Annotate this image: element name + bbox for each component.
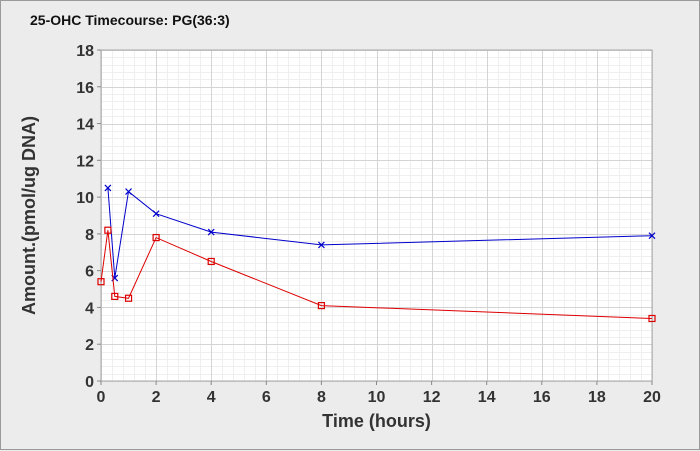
y-tick-label: 0: [85, 374, 94, 391]
x-tick-label: 6: [262, 389, 271, 406]
x-tick-label: 2: [152, 389, 161, 406]
x-tick-label: 16: [533, 389, 551, 406]
y-tick-label: 4: [85, 300, 94, 317]
data-point: [317, 302, 325, 310]
data-point: [97, 278, 105, 286]
x-axis-ticks: 0 2 4 6 8 10 12 14 16 18 20: [97, 381, 661, 406]
data-point: [207, 257, 215, 266]
marker-stroke: [104, 184, 112, 192]
data-point: [648, 314, 656, 323]
x-tick-label: 14: [478, 389, 496, 406]
x-tick-label: 12: [423, 389, 441, 406]
x-tick-label: 8: [317, 389, 326, 406]
data-point: [648, 232, 656, 240]
marker-stroke: [125, 188, 132, 196]
x-tick-label: 0: [97, 389, 106, 406]
series-line: [100, 230, 653, 319]
series-2: [97, 226, 656, 323]
y-axis-title: Amount.(pmol/ug DNA): [19, 116, 39, 315]
data-point: [104, 184, 112, 192]
data-point: [317, 241, 325, 249]
data-point: [207, 228, 215, 236]
data-point: [111, 292, 119, 301]
data-point: [152, 233, 160, 242]
y-tick-label: 2: [85, 337, 94, 354]
chart-title: 25-OHC Timecourse: PG(36:3): [30, 12, 230, 28]
series-layer: [97, 184, 656, 323]
data-point: [104, 226, 112, 234]
marker-stroke: [648, 232, 656, 240]
marker-stroke: [207, 228, 215, 236]
y-tick-label: 8: [85, 227, 94, 244]
x-tick-label: 10: [368, 389, 386, 406]
y-tick-label: 16: [76, 80, 94, 97]
y-tick-label: 6: [85, 264, 94, 281]
x-tick-label: 4: [207, 389, 216, 406]
marker-stroke: [317, 241, 325, 249]
marker-stroke: [152, 210, 160, 218]
data-point: [124, 294, 133, 302]
data-point: [152, 210, 160, 218]
y-tick-label: 12: [76, 153, 94, 170]
x-tick-label: 20: [643, 389, 661, 406]
x-axis-title: Time (hours): [322, 411, 431, 431]
series-1: [104, 184, 656, 282]
x-tick-label: 18: [588, 389, 606, 406]
plot-area: [101, 50, 652, 381]
y-axis-ticks: 0 2 4 6 8 10 12 14 16 18: [76, 43, 101, 391]
data-point: [125, 188, 132, 196]
y-tick-label: 10: [76, 190, 94, 207]
y-tick-label: 14: [76, 117, 94, 134]
y-tick-label: 18: [76, 43, 94, 60]
